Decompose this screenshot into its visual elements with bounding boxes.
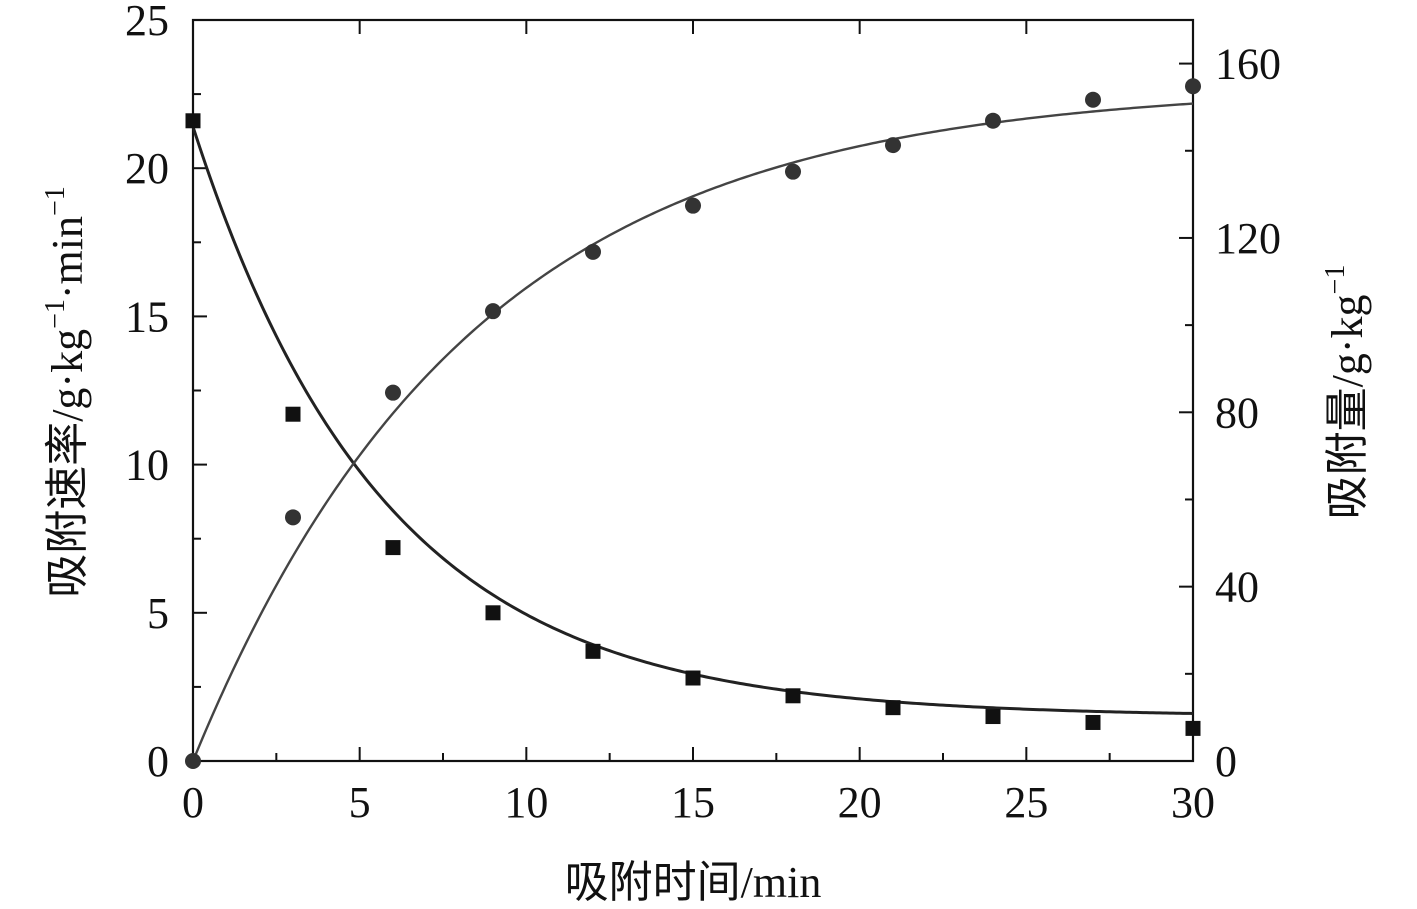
y-right-axis-title: 吸附量/g·kg−1 bbox=[1320, 265, 1372, 520]
y-left-tick-label: 10 bbox=[125, 441, 169, 490]
x-axis-ticks: 0 5 10 15 20 25 30 bbox=[182, 20, 1215, 827]
x-tick-label: 20 bbox=[838, 778, 882, 827]
y-left-axis-title-mid: ·min bbox=[43, 216, 92, 299]
rate-fit-curve bbox=[191, 126, 1194, 715]
plot-frame bbox=[191, 18, 1195, 763]
y-right-tick-label: 40 bbox=[1215, 563, 1259, 612]
amount-data-point bbox=[185, 753, 201, 769]
amount-data-point bbox=[985, 112, 1001, 129]
y-left-tick-label: 5 bbox=[147, 589, 169, 638]
amount-data-point bbox=[685, 197, 701, 214]
y-left-axis-ticks: 0 5 10 15 20 25 bbox=[125, 0, 207, 786]
rate-data-point bbox=[1085, 714, 1101, 730]
rate-data-point bbox=[1185, 720, 1201, 736]
amount-fit-curve bbox=[191, 102, 1194, 762]
amount-data-point bbox=[485, 303, 501, 320]
rate-data-point bbox=[285, 406, 301, 422]
y-left-axis-title-sup1: −1 bbox=[40, 299, 71, 329]
y-right-tick-label: 80 bbox=[1215, 388, 1259, 437]
y-right-axis-title-main: 吸附量/g·kg bbox=[1323, 294, 1372, 519]
y-right-axis-title-sup: −1 bbox=[1320, 265, 1351, 295]
amount-data-point bbox=[585, 243, 601, 260]
x-tick-label: 15 bbox=[671, 778, 715, 827]
y-left-axis-title-main: 吸附速率/g·kg bbox=[43, 329, 92, 598]
y-left-tick-label: 0 bbox=[147, 737, 169, 786]
y-right-tick-label: 160 bbox=[1215, 40, 1281, 89]
x-tick-label: 5 bbox=[349, 778, 371, 827]
x-tick-label: 25 bbox=[1004, 778, 1048, 827]
y-left-tick-label: 15 bbox=[125, 292, 169, 341]
amount-data-point bbox=[385, 384, 401, 401]
rate-data-point bbox=[685, 670, 701, 686]
y-left-axis-title: 吸附速率/g·kg−1·min−1 bbox=[40, 186, 92, 598]
x-tick-label: 0 bbox=[182, 778, 204, 827]
rate-data-point bbox=[885, 700, 901, 716]
amount-data-point bbox=[1085, 91, 1101, 108]
rate-data-point bbox=[385, 540, 401, 556]
y-left-axis-title-sup2: −1 bbox=[40, 186, 71, 216]
y-right-tick-label: 0 bbox=[1215, 737, 1237, 786]
rate-data-point bbox=[485, 605, 501, 621]
data-points bbox=[185, 78, 1201, 769]
y-right-tick-label: 120 bbox=[1215, 214, 1281, 263]
rate-data-point bbox=[785, 688, 801, 704]
amount-data-point bbox=[1185, 78, 1201, 95]
y-left-tick-label: 20 bbox=[125, 144, 169, 193]
y-left-tick-label: 25 bbox=[125, 0, 169, 45]
amount-data-point bbox=[885, 137, 901, 154]
amount-data-point bbox=[785, 163, 801, 180]
rate-data-point bbox=[985, 709, 1001, 725]
amount-data-point bbox=[285, 509, 301, 526]
rate-data-point bbox=[585, 643, 601, 659]
x-tick-label: 10 bbox=[504, 778, 548, 827]
y-right-axis-ticks: 0 40 80 120 160 bbox=[1179, 40, 1281, 786]
x-axis-title: 吸附时间/min bbox=[565, 858, 822, 907]
x-tick-label: 30 bbox=[1171, 778, 1215, 827]
rate-data-point bbox=[185, 113, 201, 129]
